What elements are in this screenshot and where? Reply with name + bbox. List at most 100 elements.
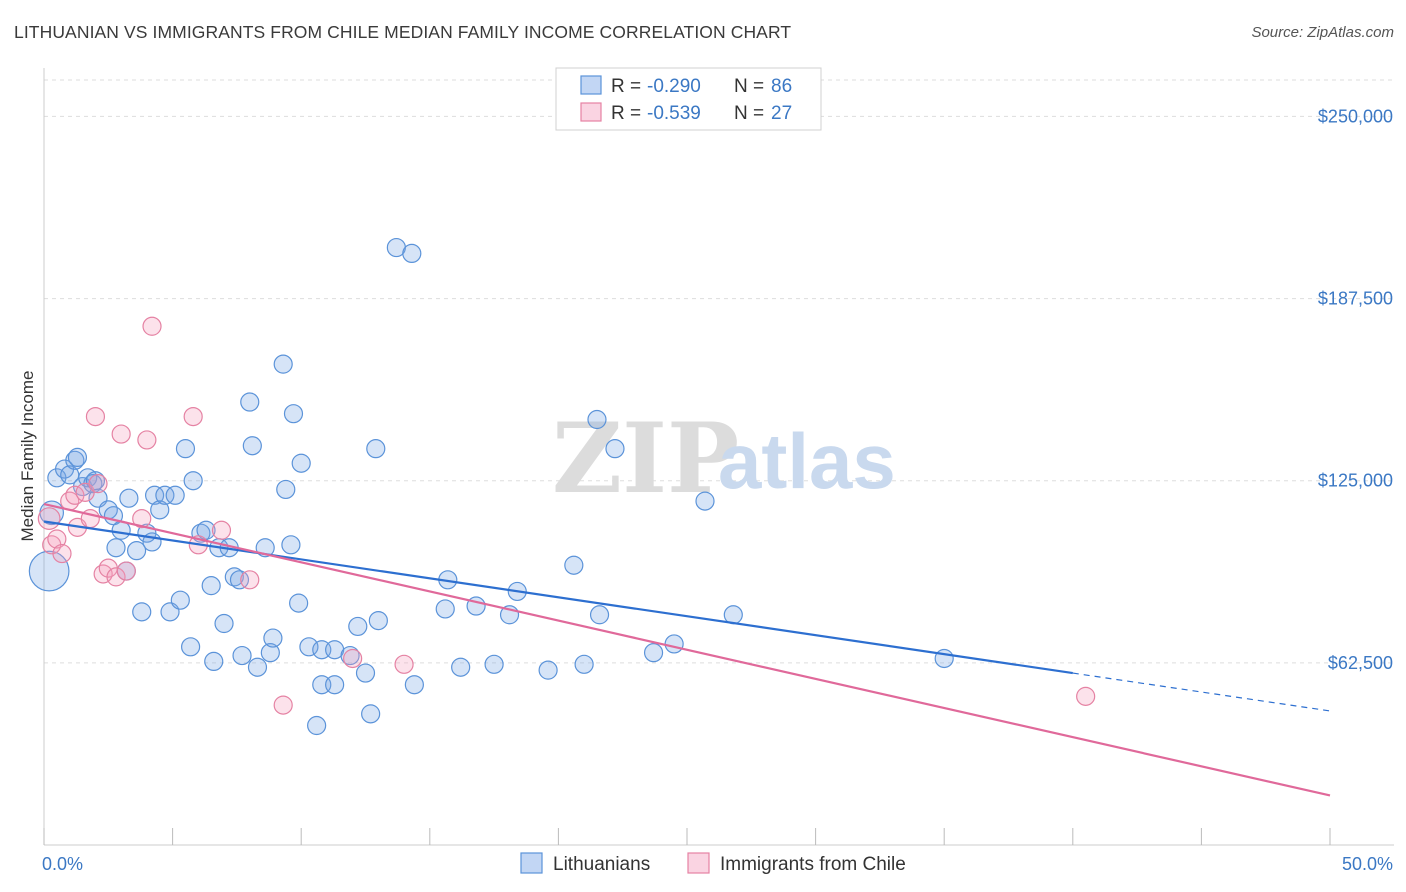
lithuanian-point-23: [150, 500, 170, 520]
legend-r-label-2: R =: [611, 103, 641, 124]
chile-point-25: [394, 654, 414, 674]
legend-swatch-blue: [580, 75, 602, 95]
lithuanian-point-49: [281, 535, 301, 555]
x-tick-label-0: 0.0%: [42, 854, 83, 874]
series-legend-swatch-lithuanians: [520, 852, 543, 874]
watermark: ZIP atlas: [552, 402, 896, 515]
y-tick-label-0: $62,500: [1328, 653, 1393, 673]
lithuanian-point-48: [276, 479, 296, 500]
lithuanian-point-29: [181, 637, 201, 657]
chile-point-17: [137, 430, 157, 450]
series-legend-chile: Immigrants from Chile: [720, 854, 906, 875]
lithuanian-point-64: [368, 610, 388, 631]
watermark-zip: ZIP: [552, 402, 739, 515]
chile-point-18: [142, 316, 162, 336]
lithuanian-point-6: [67, 447, 88, 467]
chile-point-22: [240, 570, 260, 590]
chile-point-14: [111, 424, 131, 444]
chart-source: Source: ZipAtlas.com: [1251, 24, 1394, 41]
legend-swatch-pink: [580, 102, 602, 122]
lithuanian-point-52: [291, 453, 311, 473]
lithuanian-point-34: [204, 651, 224, 672]
trend-line-lithuanians: [43, 520, 1073, 675]
lithuanian-point-60: [348, 616, 368, 637]
lithuanian-point-51: [289, 593, 309, 613]
lithuanian-point-76: [564, 555, 584, 575]
lithuanian-point-17: [119, 488, 139, 508]
correlation-legend: R = -0.290 N = 86 R = -0.539 N = 27: [555, 67, 822, 131]
y-tick-labels: $62,500 $125,000 $187,500 $250,000: [1318, 106, 1393, 672]
x-tick-labels: 0.0% 50.0%: [42, 854, 1393, 874]
lithuanian-point-77: [574, 654, 594, 674]
series-lithuanians: [28, 237, 954, 736]
lithuanian-point-62: [361, 704, 381, 724]
series-legend: Lithuanians Immigrants from Chile: [520, 852, 906, 875]
lithuanian-point-33: [201, 576, 221, 596]
lithuanian-point-46: [263, 628, 283, 648]
lithuanian-point-68: [435, 599, 455, 619]
lithuanian-point-42: [242, 436, 262, 456]
y-tick-label-3: $250,000: [1318, 106, 1393, 126]
lithuanian-point-72: [484, 654, 504, 674]
lithuanian-point-36: [214, 613, 234, 634]
watermark-atlas: atlas: [718, 417, 896, 505]
chile-point-3: [52, 543, 72, 564]
legend-r-label-1: R =: [611, 76, 641, 97]
lithuanian-point-70: [451, 657, 471, 677]
lithuanian-point-61: [355, 663, 376, 683]
lithuanian-point-8: [78, 468, 98, 488]
lithuanian-point-59: [340, 645, 360, 666]
lithuanian-point-79: [589, 605, 610, 625]
lithuanian-point-82: [664, 634, 684, 654]
lithuanian-point-75: [538, 660, 558, 680]
chile-point-26: [1076, 686, 1096, 706]
lithuanian-point-26: [165, 485, 185, 505]
series-legend-lithuanians: Lithuanians: [553, 854, 650, 875]
lithuanian-point-5: [65, 450, 85, 470]
lithuanian-point-22: [144, 485, 165, 505]
lithuanian-point-43: [247, 657, 268, 677]
legend-r-value-1: -0.290: [647, 76, 701, 97]
chile-point-24: [343, 648, 363, 669]
axes: [43, 68, 1394, 846]
lithuanian-point-78: [587, 409, 607, 430]
lithuanian-point-39: [229, 570, 250, 590]
lithuanian-point-67: [404, 675, 424, 695]
chile-point-9: [85, 407, 106, 427]
lithuanian-point-54: [307, 715, 327, 736]
chart-title: LITHUANIAN VS IMMIGRANTS FROM CHILE MEDI…: [14, 22, 792, 42]
chile-point-16: [132, 508, 152, 529]
chile-point-10: [88, 474, 108, 494]
trend-lines: [43, 502, 1331, 797]
trend-line-chile: [43, 502, 1331, 797]
lithuanian-point-57: [325, 675, 345, 695]
y-axis-label: Median Family Income: [18, 370, 37, 541]
lithuanian-point-66: [402, 243, 422, 263]
lithuanian-point-19: [132, 602, 152, 622]
lithuanian-point-14: [106, 538, 126, 558]
chile-point-19: [183, 407, 203, 427]
lithuanian-point-45: [260, 643, 280, 663]
lithuanian-point-28: [175, 439, 196, 459]
series-legend-swatch-chile: [687, 852, 710, 874]
trend-extension-lithuanians: [1072, 672, 1331, 712]
legend-n-value-2: 27: [771, 103, 792, 124]
lithuanian-point-63: [366, 439, 386, 459]
chile-point-13: [106, 567, 126, 587]
lithuanian-point-41: [240, 392, 260, 412]
legend-n-label-1: N =: [734, 76, 764, 97]
lithuanian-point-40: [232, 645, 252, 666]
chile-point-15: [116, 561, 136, 581]
chile-point-23: [273, 695, 293, 715]
chile-point-21: [211, 520, 232, 540]
lithuanian-point-50: [283, 404, 304, 424]
lithuanian-point-27: [170, 590, 190, 610]
lithuanian-point-30: [183, 471, 203, 491]
chile-point-2: [47, 529, 67, 549]
lithuanian-point-0: [28, 550, 70, 592]
data-points: [28, 237, 1096, 736]
x-tick-label-1: 50.0%: [1342, 854, 1393, 874]
legend-n-value-1: 86: [771, 76, 792, 97]
legend-r-value-2: -0.539: [647, 103, 701, 124]
y-tick-label-1: $125,000: [1318, 471, 1393, 491]
